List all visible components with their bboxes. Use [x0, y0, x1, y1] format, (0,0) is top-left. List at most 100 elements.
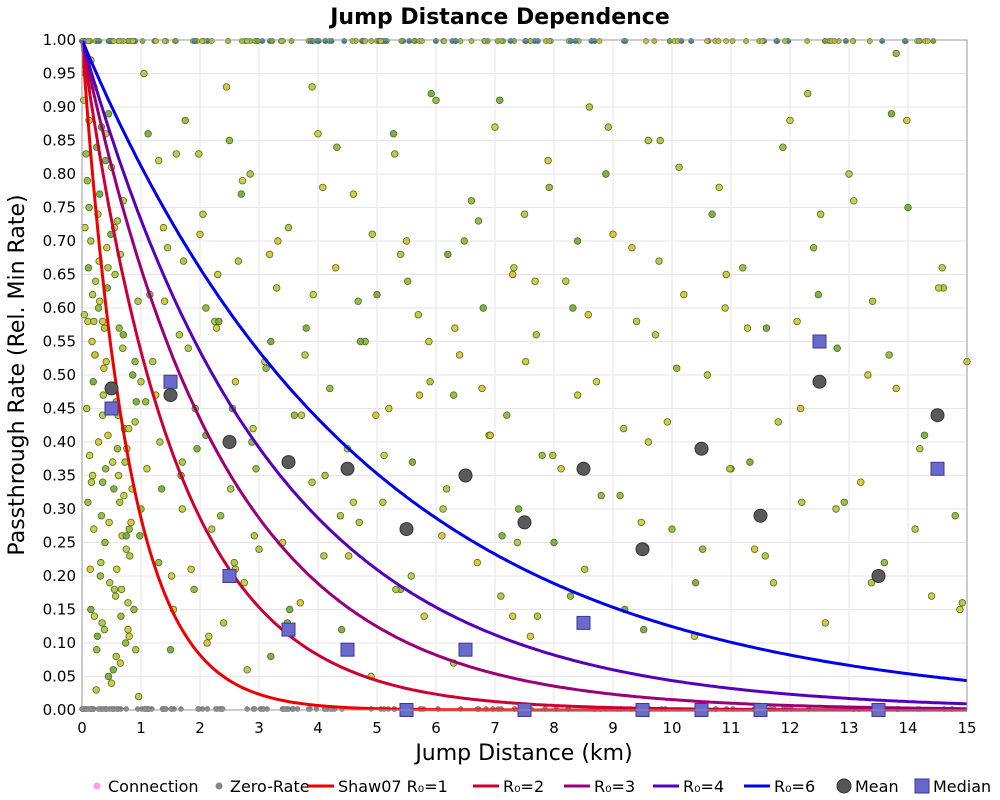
- connection-point: [349, 190, 358, 198]
- connection-point: [104, 672, 113, 681]
- median-marker: [281, 622, 296, 637]
- connection-point: [114, 471, 123, 480]
- connection-point: [892, 384, 900, 393]
- connection-point: [111, 592, 120, 600]
- connection-point: [703, 371, 712, 379]
- y-tick-label: 0.45: [43, 400, 76, 418]
- connection-point: [91, 277, 100, 285]
- x-tick-label: 15: [957, 719, 976, 737]
- connection-point: [356, 337, 365, 346]
- connection-point: [562, 277, 570, 285]
- x-tick-label: 2: [195, 719, 205, 737]
- connection-point: [89, 378, 97, 386]
- connection-point: [81, 223, 89, 232]
- mean-marker: [930, 408, 945, 423]
- legend-swatch: [215, 782, 223, 790]
- legend-label: Zero-Rate: [230, 777, 310, 796]
- connection-point: [722, 270, 730, 279]
- connection-point: [108, 458, 117, 466]
- median-marker: [458, 642, 473, 657]
- connection-point: [762, 324, 771, 332]
- connection-point: [196, 230, 204, 238]
- connection-point: [425, 337, 433, 346]
- connection-point: [392, 585, 400, 594]
- connection-point: [514, 505, 523, 513]
- legend-label: R₀=3: [594, 777, 635, 796]
- connection-point: [92, 686, 100, 694]
- connection-point: [956, 605, 964, 614]
- top-rate-point: [930, 38, 937, 44]
- connection-point: [216, 512, 225, 520]
- connection-point: [821, 619, 830, 627]
- connection-point: [142, 398, 150, 406]
- connection-point: [503, 411, 511, 419]
- zero-rate-point: [260, 706, 267, 712]
- y-tick-label: 0.95: [43, 65, 76, 83]
- top-rate-point: [643, 38, 649, 44]
- connection-point: [124, 599, 132, 607]
- connection-point: [267, 652, 275, 661]
- connection-point: [93, 632, 102, 640]
- connection-point: [136, 532, 144, 540]
- top-rate-point: [406, 38, 413, 44]
- connection-point: [87, 605, 95, 614]
- connection-point: [222, 83, 231, 91]
- mean-marker: [163, 388, 178, 403]
- connection-point: [94, 438, 103, 446]
- median-marker: [930, 461, 945, 476]
- connection-point: [110, 585, 119, 594]
- connection-point: [95, 297, 104, 305]
- connection-point: [521, 357, 530, 366]
- connection-point: [680, 290, 688, 299]
- y-tick-label: 0.75: [43, 199, 76, 217]
- connection-point: [106, 579, 114, 587]
- connection-point: [140, 69, 148, 78]
- y-tick-label: 0.65: [43, 266, 76, 284]
- connection-point: [284, 223, 293, 232]
- connection-point: [850, 197, 858, 205]
- connection-point: [122, 545, 130, 553]
- connection-point: [231, 378, 240, 386]
- top-rate-point: [688, 38, 695, 44]
- top-rate-point: [759, 38, 766, 44]
- zero-rate-point: [168, 706, 175, 712]
- top-rate-point: [831, 38, 838, 44]
- median-marker: [104, 401, 119, 416]
- connection-point: [904, 203, 912, 212]
- top-rate-point: [849, 38, 856, 44]
- top-rate-point: [244, 38, 251, 44]
- connection-point: [319, 183, 327, 192]
- top-rate-point: [743, 38, 749, 44]
- connection-point: [566, 592, 575, 600]
- connection-point: [104, 264, 112, 272]
- x-tick-label: 0: [77, 719, 87, 737]
- x-tick-label: 14: [898, 719, 917, 737]
- connection-point: [798, 498, 806, 506]
- connection-point: [120, 491, 128, 500]
- y-tick-label: 0.25: [43, 534, 76, 552]
- top-rate-point: [161, 38, 168, 44]
- connection-point: [308, 83, 316, 91]
- connection-point: [644, 136, 653, 145]
- y-tick-label: 0.80: [43, 165, 76, 183]
- zero-rate-point: [219, 706, 226, 712]
- legend-label: Mean: [855, 777, 899, 796]
- connection-point: [215, 317, 223, 326]
- connection-point: [84, 498, 92, 506]
- connection-point: [83, 404, 91, 413]
- y-tick-label: 0.35: [43, 467, 76, 485]
- connection-point: [184, 344, 192, 352]
- connection-point: [774, 418, 782, 426]
- top-rate-point: [723, 38, 730, 44]
- connection-point: [112, 652, 120, 661]
- connection-point: [845, 170, 853, 178]
- connection-point: [203, 639, 211, 647]
- connection-point: [296, 599, 304, 607]
- connection-point: [149, 357, 157, 366]
- top-rate-point: [704, 38, 710, 44]
- connection-point: [93, 646, 101, 654]
- connection-point: [193, 445, 201, 453]
- connection-point: [602, 170, 610, 178]
- zero-rate-point: [142, 706, 148, 712]
- top-rate-point: [866, 38, 873, 44]
